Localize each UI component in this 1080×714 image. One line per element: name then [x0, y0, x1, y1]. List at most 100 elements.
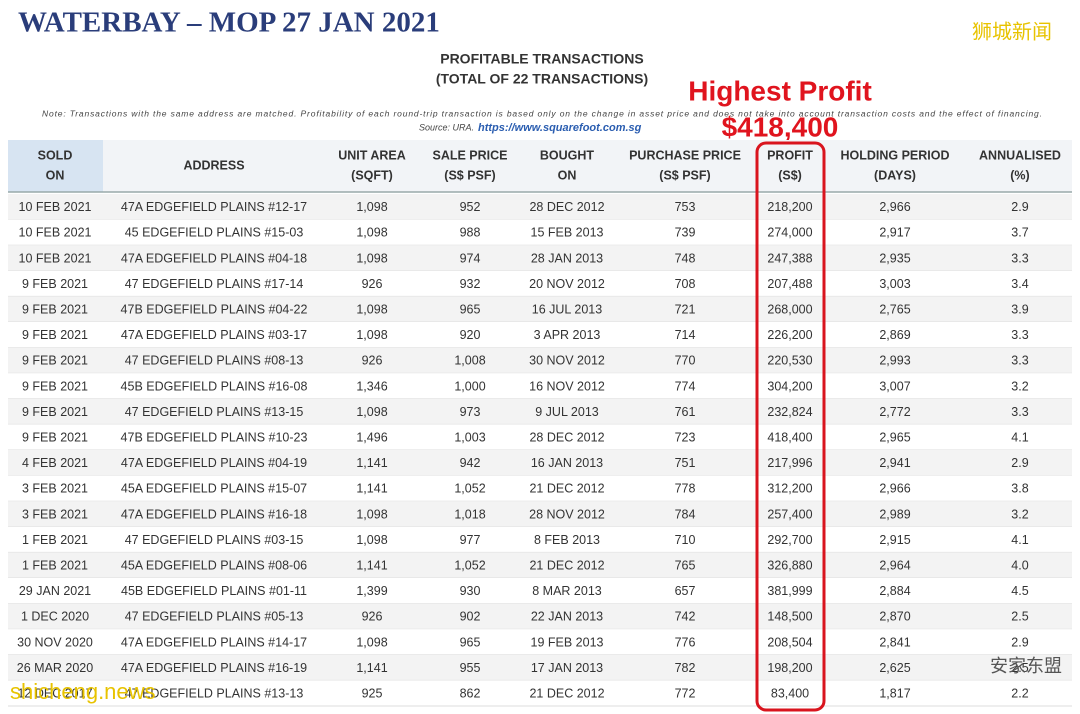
- table-cell: 47 EDGEFIELD PLAINS #05-13: [125, 610, 304, 624]
- table-cell: 1,098: [356, 507, 387, 521]
- table-cell: 217,996: [767, 456, 812, 470]
- table-cell: 723: [675, 430, 696, 444]
- table-cell: 782: [675, 661, 696, 675]
- source-link[interactable]: https://www.squarefoot.com.sg: [478, 122, 642, 134]
- table-cell: 657: [675, 584, 696, 598]
- table-cell: 29 JAN 2021: [19, 584, 91, 598]
- table-cell: 2,841: [879, 635, 910, 649]
- column-header: (S$ PSF): [659, 168, 710, 182]
- table-cell: 22 JAN 2013: [531, 610, 603, 624]
- table-cell: 21 DEC 2012: [529, 558, 604, 572]
- table-cell: 2,917: [879, 226, 910, 240]
- table-cell: 784: [675, 507, 696, 521]
- column-header: SOLD: [38, 148, 73, 162]
- table-cell: 218,200: [767, 200, 812, 214]
- table-cell: 926: [362, 610, 383, 624]
- table-cell: 4 FEB 2021: [22, 456, 88, 470]
- table-cell: 292,700: [767, 533, 812, 547]
- table-cell: 2,870: [879, 610, 910, 624]
- column-header: (S$ PSF): [444, 168, 495, 182]
- table-cell: 1,018: [454, 507, 485, 521]
- table-cell: 1,346: [356, 379, 387, 393]
- table-cell: 973: [460, 405, 481, 419]
- table-cell: 742: [675, 610, 696, 624]
- subtitle: (TOTAL OF 22 TRANSACTIONS): [436, 71, 648, 87]
- table-cell: 45 EDGEFIELD PLAINS #15-03: [125, 226, 304, 240]
- annotation-label: Highest Profit: [688, 75, 872, 106]
- table-cell: 3.4: [1011, 277, 1028, 291]
- table-cell: 1 DEC 2020: [21, 610, 89, 624]
- table-cell: 1,052: [454, 482, 485, 496]
- row-background: [8, 603, 1072, 630]
- table-cell: 26 MAR 2020: [17, 661, 93, 675]
- column-header: ON: [558, 168, 577, 182]
- table-cell: 1,098: [356, 328, 387, 342]
- table-cell: 9 FEB 2021: [22, 354, 88, 368]
- table-cell: 965: [460, 635, 481, 649]
- table-cell: 902: [460, 610, 481, 624]
- column-header: HOLDING PERIOD: [840, 148, 949, 162]
- table-cell: 47 EDGEFIELD PLAINS #17-14: [125, 277, 304, 291]
- table-cell: 2,915: [879, 533, 910, 547]
- table-cell: 1,098: [356, 302, 387, 316]
- table-cell: 15 FEB 2013: [531, 226, 604, 240]
- table-cell: 28 DEC 2012: [529, 200, 604, 214]
- table-cell: 1,817: [879, 686, 910, 700]
- table-cell: 247,388: [767, 251, 812, 265]
- table-cell: 772: [675, 686, 696, 700]
- subtitle: PROFITABLE TRANSACTIONS: [440, 51, 644, 67]
- table-cell: 9 FEB 2021: [22, 302, 88, 316]
- table-cell: 47 EDGEFIELD PLAINS #03-15: [125, 533, 304, 547]
- table-cell: 2,966: [879, 200, 910, 214]
- row-background: [8, 680, 1072, 706]
- table-cell: 83,400: [771, 686, 809, 700]
- table-cell: 28 DEC 2012: [529, 430, 604, 444]
- watermark: 安家东盟: [990, 656, 1062, 677]
- annotation-value: $418,400: [722, 111, 839, 142]
- table-cell: 3,007: [879, 379, 910, 393]
- table-cell: 220,530: [767, 354, 812, 368]
- table-cell: 3.7: [1011, 226, 1028, 240]
- header-background: [8, 140, 1072, 192]
- column-header: (SQFT): [351, 168, 393, 182]
- table-cell: 1,098: [356, 405, 387, 419]
- table-cell: 47A EDGEFIELD PLAINS #12-17: [121, 200, 307, 214]
- table-cell: 47 EDGEFIELD PLAINS #13-15: [125, 405, 304, 419]
- table-cell: 1,098: [356, 635, 387, 649]
- column-header: (DAYS): [874, 168, 916, 182]
- table-cell: 9 JUL 2013: [535, 405, 599, 419]
- table-cell: 770: [675, 354, 696, 368]
- table-cell: 326,880: [767, 558, 812, 572]
- table-cell: 12 DEC 2017: [17, 686, 92, 700]
- table-cell: 721: [675, 302, 696, 316]
- table-cell: 148,500: [767, 610, 812, 624]
- source: Source: URA.: [419, 122, 474, 132]
- row-background: [8, 219, 1072, 246]
- row-background: [8, 245, 1072, 271]
- table-cell: 9 FEB 2021: [22, 328, 88, 342]
- table-cell: 952: [460, 200, 481, 214]
- row-background: [8, 424, 1072, 450]
- table-cell: 3.3: [1011, 405, 1028, 419]
- table-cell: 926: [362, 354, 383, 368]
- table-cell: 207,488: [767, 277, 812, 291]
- table-cell: 930: [460, 584, 481, 598]
- table-cell: 920: [460, 328, 481, 342]
- table-cell: 1,003: [454, 430, 485, 444]
- table-cell: 28 NOV 2012: [529, 507, 605, 521]
- table-cell: 4.1: [1011, 533, 1028, 547]
- table-cell: 1,000: [454, 379, 485, 393]
- table-cell: 9 FEB 2021: [22, 277, 88, 291]
- row-background: [8, 475, 1072, 502]
- table-cell: 761: [675, 405, 696, 419]
- table-cell: 226,200: [767, 328, 812, 342]
- table-cell: 208,504: [767, 635, 812, 649]
- table-cell: 10 FEB 2021: [19, 200, 92, 214]
- column-header: (S$): [778, 168, 802, 182]
- table-cell: 4.1: [1011, 430, 1028, 444]
- table-cell: 974: [460, 251, 481, 265]
- row-background: [8, 552, 1072, 578]
- table-cell: 4.5: [1011, 584, 1028, 598]
